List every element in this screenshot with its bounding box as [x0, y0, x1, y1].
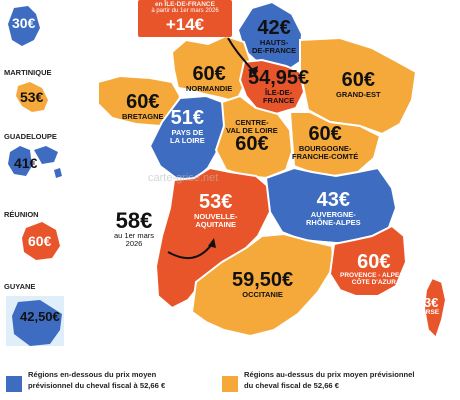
callout-increase: +14€: [165, 15, 205, 34]
label-martinique: 53€: [20, 90, 43, 104]
name-provence-alpes-cote-dazur: PROVENCE - ALPES - CÔTE D'AZUR: [340, 272, 408, 286]
name-reunion: RÉUNION: [4, 210, 39, 219]
price-occitanie: 59,50€: [232, 269, 294, 291]
territory-guadeloupe: [8, 146, 62, 178]
name-normandie: NORMANDIE: [186, 84, 233, 93]
price-provence-alpes-cote-dazur: 60€: [357, 251, 391, 273]
region-normandie: [170, 34, 252, 104]
nouvelle-aquitaine-arrow: [167, 243, 213, 260]
name-auvergne-rhone-alpes: AUVERGNE- RHÔNE-ALPES: [306, 210, 361, 227]
callout-date: à partir du 1er mars 2026: [151, 8, 219, 14]
region-occitanie: [190, 232, 336, 338]
region-corse: [422, 276, 448, 340]
name-nouvelle-aquitaine: NOUVELLE- AQUITAINE: [194, 212, 238, 229]
name-ile-de-france: ÎLE-DE- FRANCE: [262, 88, 295, 105]
price-corse: 53€: [416, 295, 439, 310]
nouvelle-aquitaine-arrowhead: [208, 238, 216, 248]
territory-martinique: [16, 82, 48, 112]
name-centre-val-de-loire: CENTRE- VAL DE LOIRE: [226, 118, 278, 135]
legend-swatch-below: [6, 376, 22, 392]
label-guadeloupe: 41€: [14, 156, 37, 170]
note-price: 58€: [115, 208, 153, 233]
label-pays-de-la-loire: 51€ PAYS DE LA LOIRE: [170, 108, 205, 144]
name-pays-de-la-loire: PAYS DE LA LOIRE: [170, 128, 205, 145]
territory-guyane: [12, 300, 62, 346]
region-grand-est: [299, 36, 418, 136]
price-reunion: 60€: [28, 233, 52, 249]
name-bretagne: BRETAGNE: [122, 112, 164, 121]
label-provence-alpes-cote-dazur: 60€ PROVENCE - ALPES - CÔTE D'AZUR: [340, 252, 408, 286]
legend-swatch-above: [222, 376, 238, 392]
price-ile-de-france: 54,95€: [248, 67, 310, 89]
name-guyane: GUYANE: [4, 282, 36, 291]
label-grand-est: 60€ GRAND-EST: [336, 70, 381, 99]
name-grand-est: GRAND-EST: [336, 90, 381, 99]
nouvelle-aquitaine-note: 58€ au 1er mars 2026: [114, 210, 154, 247]
label-reunion: 60€: [28, 234, 51, 248]
label-normandie: 60€ NORMANDIE: [186, 64, 232, 93]
region-pays-de-la-loire: [148, 94, 228, 182]
price-hauts-de-france: 42€: [257, 17, 291, 39]
name-corse: CORSE: [416, 309, 440, 316]
price-guyane: 42,50€: [20, 309, 60, 324]
price-pays-de-la-loire: 51€: [170, 107, 205, 129]
region-bourgogne-franche-comte: [288, 111, 382, 178]
watermark: carte-grise.net: [148, 172, 219, 184]
price-normandie: 60€: [192, 63, 226, 85]
legend-below-text: Régions en-dessous du prix moyen prévisi…: [28, 370, 166, 390]
name-guadeloupe: GUADELOUPE: [4, 132, 57, 141]
name-occitanie: OCCITANIE: [242, 290, 283, 299]
label-occitanie: 59,50€ OCCITANIE: [232, 270, 293, 299]
price-centre-val-de-loire: 60€: [235, 133, 269, 155]
price-nouvelle-aquitaine: 53€: [198, 191, 233, 213]
ile-de-france-arrowhead: [248, 66, 258, 76]
legend-above-text: Régions au-dessus du prix moyen prévisio…: [244, 370, 415, 390]
label-mayotte: 30€: [12, 16, 35, 30]
price-mayotte: 30€: [12, 15, 36, 31]
label-corse: 53€ CORSE: [416, 296, 439, 317]
name-hauts-de-france: HAUTS- DE-FRANCE: [252, 38, 297, 55]
price-guadeloupe: 41€: [14, 155, 38, 171]
label-nouvelle-aquitaine: 53€ NOUVELLE- AQUITAINE: [194, 192, 237, 228]
territory-mayotte: [8, 6, 40, 46]
price-bretagne: 60€: [126, 91, 160, 113]
label-guyane: 42,50€: [20, 310, 60, 323]
territory-reunion: [22, 222, 60, 260]
region-provence-alpes-cote-dazur: [328, 224, 408, 297]
label-bretagne: 60€ BRETAGNE: [122, 92, 164, 121]
name-bourgogne-franche-comte: BOURGOGNE- FRANCHE-COMTÉ: [292, 144, 359, 161]
ile-de-france-callout: en ÎLE-DE-FRANCE à partir du 1er mars 20…: [138, 0, 232, 37]
label-centre-val-de-loire: CENTRE- VAL DE LOIRE 60€: [226, 118, 278, 154]
label-auvergne-rhone-alpes: 43€ AUVERGNE- RHÔNE-ALPES: [306, 190, 361, 226]
label-bourgogne-franche-comte: 60€ BOURGOGNE- FRANCHE-COMTÉ: [292, 124, 358, 160]
label-hauts-de-france: 42€ HAUTS- DE-FRANCE: [252, 18, 296, 54]
label-ile-de-france: 54,95€ ÎLE-DE- FRANCE: [248, 68, 309, 104]
note-date: au 1er mars 2026: [114, 231, 155, 248]
price-auvergne-rhone-alpes: 43€: [316, 189, 350, 211]
name-martinique: MARTINIQUE: [4, 68, 52, 77]
callout-region: en ÎLE-DE-FRANCE: [155, 1, 215, 8]
price-bourgogne-franche-comte: 60€: [308, 123, 342, 145]
price-grand-est: 60€: [341, 69, 375, 91]
price-martinique: 53€: [20, 89, 44, 105]
